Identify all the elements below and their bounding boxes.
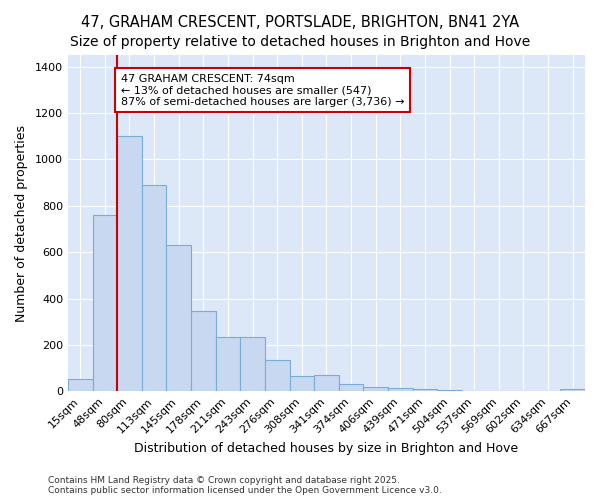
Text: 47 GRAHAM CRESCENT: 74sqm
← 13% of detached houses are smaller (547)
87% of semi: 47 GRAHAM CRESCENT: 74sqm ← 13% of detac… bbox=[121, 74, 404, 107]
Bar bbox=[560, 389, 585, 392]
Bar bbox=[191, 310, 215, 392]
Bar bbox=[290, 376, 314, 392]
Y-axis label: Number of detached properties: Number of detached properties bbox=[15, 124, 28, 322]
X-axis label: Distribution of detached houses by size in Brighton and Hove: Distribution of detached houses by size … bbox=[134, 442, 518, 455]
Bar bbox=[68, 378, 92, 392]
Bar bbox=[388, 388, 413, 392]
Bar bbox=[215, 338, 240, 392]
Bar bbox=[142, 185, 166, 392]
Bar bbox=[364, 387, 388, 392]
Bar bbox=[117, 136, 142, 392]
Bar bbox=[314, 375, 339, 392]
Text: Contains HM Land Registry data © Crown copyright and database right 2025.
Contai: Contains HM Land Registry data © Crown c… bbox=[48, 476, 442, 495]
Bar bbox=[265, 360, 290, 392]
Bar bbox=[166, 245, 191, 392]
Bar bbox=[92, 215, 117, 392]
Text: 47, GRAHAM CRESCENT, PORTSLADE, BRIGHTON, BN41 2YA: 47, GRAHAM CRESCENT, PORTSLADE, BRIGHTON… bbox=[81, 15, 519, 30]
Bar bbox=[240, 338, 265, 392]
Text: Size of property relative to detached houses in Brighton and Hove: Size of property relative to detached ho… bbox=[70, 35, 530, 49]
Bar bbox=[437, 390, 462, 392]
Bar bbox=[413, 390, 437, 392]
Bar bbox=[339, 384, 364, 392]
